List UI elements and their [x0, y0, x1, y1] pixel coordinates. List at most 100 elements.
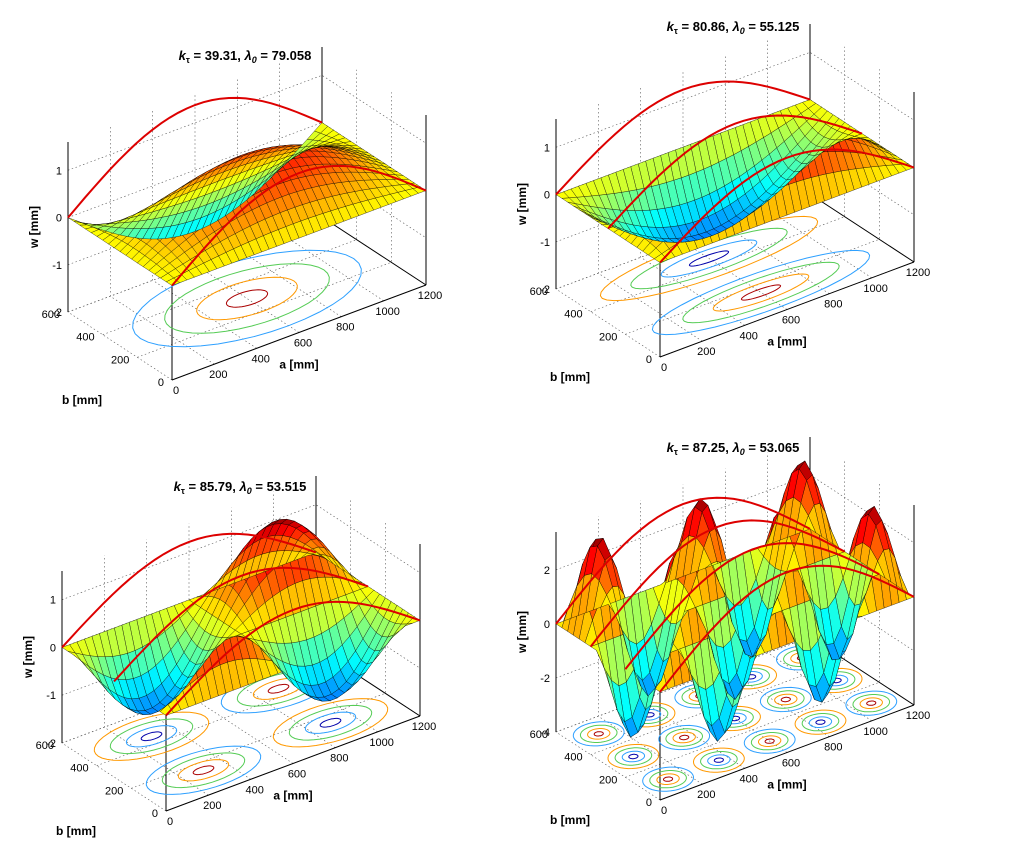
- y-tick-label: 0: [152, 808, 158, 820]
- grid-line: [137, 92, 392, 358]
- y-tick-label: 0: [646, 797, 652, 809]
- contour-ring: [579, 724, 618, 743]
- grid-line: [640, 87, 745, 326]
- x-tick-label: 0: [661, 805, 667, 817]
- axis-box-edge: [659, 704, 915, 801]
- panel-title: kτ = 85.79, λ0 = 53.515: [174, 479, 307, 496]
- boundary-line: [659, 564, 915, 693]
- contour-ring: [740, 284, 782, 301]
- contour-ring: [145, 745, 262, 795]
- z-tick-label: -4: [540, 727, 550, 739]
- grid-line: [625, 69, 880, 335]
- surface-patch: [67, 217, 82, 223]
- contour-ring: [288, 704, 373, 741]
- z-axis-label: w [mm]: [27, 206, 41, 249]
- x-tick-label: 600: [294, 338, 312, 350]
- floor-contours: [132, 249, 362, 348]
- boundary-profiles: [61, 532, 421, 717]
- z-tick-label: -2: [540, 673, 550, 685]
- axis-box-edge: [171, 284, 427, 381]
- axis-box-edge: [659, 261, 915, 358]
- x-axis-label: a [mm]: [767, 335, 806, 349]
- x-tick-label: 1200: [906, 710, 930, 722]
- axis-box-edge: [321, 216, 427, 286]
- boundary-profiles: [555, 80, 915, 264]
- x-tick-label: 400: [251, 353, 269, 365]
- x-tick-label: 600: [782, 758, 800, 770]
- z-axis-label: w [mm]: [515, 611, 529, 654]
- x-tick-label: 600: [782, 315, 800, 327]
- contour-ring: [93, 711, 210, 761]
- x-axis-label: a [mm]: [273, 789, 312, 803]
- contour-ring: [692, 747, 745, 773]
- boundary-line: [589, 519, 846, 648]
- x-tick-label: 0: [167, 816, 173, 828]
- x-tick-label: 800: [824, 742, 842, 754]
- surface-panel-2: kτ = 80.86, λ0 = 55.125 0200400600800100…: [515, 19, 930, 384]
- contour-ring: [587, 728, 611, 740]
- contour-ring: [658, 724, 711, 751]
- x-tick-label: 200: [209, 369, 227, 381]
- x-tick-label: 800: [336, 322, 354, 334]
- x-tick-label: 600: [288, 769, 306, 781]
- z-tick-label: 1: [50, 595, 56, 607]
- contour-ring: [660, 239, 758, 278]
- contour-ring: [682, 261, 840, 324]
- contour-ring: [319, 717, 342, 728]
- surface-patch: [61, 644, 76, 654]
- grid-line: [102, 69, 358, 335]
- y-tick-label: 200: [105, 785, 123, 797]
- contour-ring: [304, 711, 357, 734]
- y-axis-label: b [mm]: [56, 824, 96, 838]
- z-tick-label: 0: [56, 213, 62, 225]
- contour-ring: [712, 273, 810, 312]
- contour-ring: [192, 765, 215, 776]
- contour-ring: [780, 696, 791, 703]
- x-tick-label: 1200: [418, 290, 442, 302]
- surface-mesh: [555, 99, 915, 263]
- x-tick-label: 1200: [906, 267, 930, 279]
- contour-ring: [132, 249, 362, 348]
- contour-ring: [665, 728, 704, 747]
- x-axis-label: a [mm]: [767, 778, 806, 792]
- boundary-profiles: [67, 96, 427, 287]
- surface-panel-4: kτ = 87.25, λ0 = 53.065 0200400600800100…: [515, 437, 930, 827]
- surface-panel-3: kτ = 85.79, λ0 = 53.515 0200400600800100…: [21, 476, 436, 838]
- z-tick-label: -2: [46, 738, 56, 750]
- contour-ring: [759, 686, 812, 713]
- contour-ring: [808, 716, 833, 728]
- x-tick-label: 1200: [412, 721, 436, 733]
- grid-line: [152, 110, 257, 349]
- boundary-line: [607, 114, 863, 230]
- contour-ring: [766, 690, 805, 709]
- x-tick-label: 400: [739, 330, 757, 342]
- z-tick-label: 0: [50, 642, 56, 654]
- contour-ring: [614, 747, 653, 766]
- boundary-line: [171, 164, 427, 287]
- contour-ring: [852, 694, 891, 713]
- contour-ring: [794, 709, 847, 735]
- floor-contours: [93, 664, 389, 795]
- z-tick-label: 1: [56, 165, 62, 177]
- y-tick-label: 200: [111, 354, 129, 366]
- contour-ring: [196, 276, 298, 321]
- contour-ring: [845, 690, 898, 716]
- contour-ring: [815, 719, 826, 725]
- grid-line: [590, 459, 846, 755]
- y-tick-label: 400: [76, 332, 94, 344]
- panel-title: kτ = 39.31, λ0 = 79.058: [179, 48, 312, 65]
- x-tick-label: 1000: [369, 737, 393, 749]
- contour-ring: [688, 250, 730, 267]
- panel-title: kτ = 80.86, λ0 = 55.125: [667, 19, 800, 36]
- surface-mesh: [555, 460, 915, 742]
- z-tick-label: 0: [544, 190, 550, 202]
- contour-ring: [663, 776, 674, 782]
- grid-line: [590, 46, 846, 312]
- z-tick-label: 0: [544, 619, 550, 631]
- x-tick-label: 1000: [863, 283, 887, 295]
- y-tick-label: 400: [564, 309, 582, 321]
- y-axis-label: b [mm]: [550, 813, 590, 827]
- contour-ring: [672, 731, 696, 744]
